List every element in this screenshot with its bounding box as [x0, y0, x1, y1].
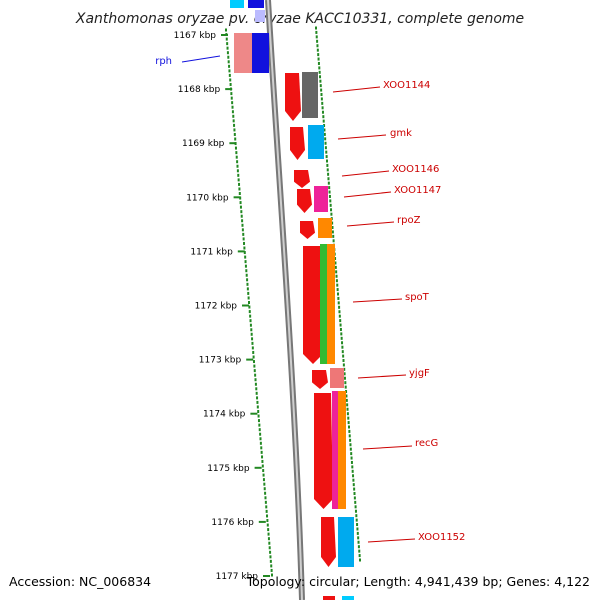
scale-tick-label: 1174 kbp — [203, 410, 246, 420]
scale-tick-mark — [242, 304, 249, 307]
cds-arrow — [303, 246, 323, 364]
scale-tick-label: 1177 kbp — [216, 572, 259, 582]
cds-arrows — [285, 72, 354, 600]
scale-tick-label: 1176 kbp — [211, 518, 254, 528]
gene-label-xoo1152[interactable]: XOO1152 — [418, 532, 465, 543]
scale-tick-mark — [246, 358, 254, 361]
scale-tick-label: 1175 kbp — [207, 464, 250, 474]
cds-box — [320, 244, 330, 364]
gene-label-leader — [362, 445, 413, 450]
scale-tick-mark — [263, 575, 270, 577]
scale-tick-label: 1172 kbp — [195, 302, 238, 312]
cds-arrow — [312, 370, 328, 389]
cds-arrow — [314, 393, 333, 509]
cds-box — [318, 218, 332, 238]
cds-arrow — [285, 73, 301, 121]
gene-label-xoo1144[interactable]: XOO1144 — [383, 80, 430, 91]
genome-summary: Topology: circular; Length: 4,941,439 bp… — [246, 574, 590, 589]
cds-box — [332, 391, 340, 509]
gene-labels: rph XOO1144 gmk XOO1146 XOO1147 rpoZ spoT yjgF r… — [155, 55, 465, 543]
cds-arrow — [321, 517, 336, 567]
scale-tick-label: 1168 kbp — [178, 85, 221, 95]
gene-label-xoo1146[interactable]: XOO1146 — [392, 164, 439, 175]
gene-label-recg[interactable]: recG — [415, 438, 438, 449]
chromosome-backbone — [265, 0, 305, 600]
gene-label-leader — [346, 221, 395, 227]
gene-label-leader — [332, 86, 381, 93]
cds-box — [308, 125, 324, 159]
gene-label-leader — [343, 191, 392, 198]
scale-ticks: 1167 kbp 1168 kbp 1169 kbp 1170 kbp 1171 kbp… — [174, 31, 270, 582]
gene-label-leader — [341, 170, 390, 177]
gene-rph-block — [230, 0, 269, 73]
cds-box — [342, 596, 354, 600]
scale-tick-mark — [229, 142, 237, 145]
gene-label-leader — [352, 298, 403, 303]
scale-tick-label: 1169 kbp — [182, 139, 225, 149]
scale-tick-label: 1170 kbp — [186, 193, 229, 203]
scale-tick-label: 1171 kbp — [190, 247, 233, 257]
accession-label: Accession: NC_006834 — [9, 574, 151, 589]
scale-tick-label: 1167 kbp — [174, 31, 217, 41]
scale-tick-mark — [254, 466, 262, 469]
cds-arrow — [300, 221, 315, 239]
cds-box — [338, 391, 346, 509]
cds-arrow — [294, 170, 310, 188]
cds-box — [327, 244, 335, 364]
scale-tick-mark — [221, 34, 228, 36]
cds-arrow — [290, 127, 305, 160]
cds-box — [338, 517, 354, 567]
scale-tick-label: 1173 kbp — [199, 356, 242, 366]
cds-box — [302, 72, 318, 118]
gene-label-xoo1147[interactable]: XOO1147 — [394, 185, 441, 196]
cds-box — [314, 186, 328, 212]
gene-label-spot[interactable]: spoT — [405, 292, 430, 303]
gene-label-leader — [367, 538, 416, 543]
cds-box — [330, 368, 344, 388]
map-title: Xanthomonas oryzae pv. oryzae KACC10331,… — [75, 11, 524, 27]
scale-tick-mark — [258, 520, 266, 523]
cds-box — [323, 596, 335, 600]
cds-arrow — [297, 189, 312, 213]
gene-label-yjgf[interactable]: yjgF — [409, 368, 430, 379]
gene-label-leader — [357, 374, 407, 379]
scale-tick-mark — [233, 196, 241, 199]
gene-label-gmk[interactable]: gmk — [390, 128, 412, 139]
gene-label-leader — [337, 134, 387, 140]
scale-tick-mark — [237, 250, 245, 253]
gene-label-leader — [181, 55, 221, 63]
scale-tick-mark — [225, 88, 233, 91]
gene-label-rph[interactable]: rph — [155, 56, 172, 67]
scale-tick-mark — [250, 412, 258, 415]
gene-label-rpoz[interactable]: rpoZ — [397, 215, 421, 226]
